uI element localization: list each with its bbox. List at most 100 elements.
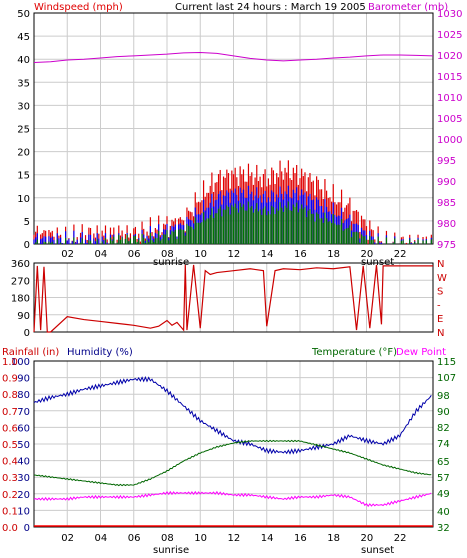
x-tick-label-top: 08: [161, 249, 174, 260]
barometer-y-tick-label: 1010: [437, 93, 462, 104]
barometer-y-tick-label: 980: [437, 219, 456, 230]
humidity-y-tick-label: 90: [17, 374, 30, 385]
temperature-y-tick-label: 49: [437, 489, 450, 500]
temperature-y-tick-label: 115: [437, 357, 456, 368]
compass-label: W: [437, 273, 447, 284]
rainfall-y-tick-label: 0.0: [2, 523, 18, 534]
barometer-y-tick-label: 1015: [437, 72, 462, 83]
sunrise-label-top: sunrise: [153, 257, 189, 268]
x-tick-label-top: 12: [228, 249, 241, 260]
rainfall-y-tick-label: 0.1: [2, 506, 18, 517]
x-tick-label-bottom: 20: [361, 533, 374, 544]
x-tick-label-bottom: 06: [128, 533, 141, 544]
barometer-y-tick-label: 1020: [437, 51, 462, 62]
chart-marks: [33, 51, 434, 527]
humidity-y-tick-label: 70: [17, 407, 30, 418]
temperature-label: Temperature (°F): [311, 347, 397, 358]
humidity-y-tick-label: 20: [17, 490, 30, 501]
wind-y-tick-label: 35: [17, 78, 30, 89]
rainfall-y-tick-label: 0.8: [2, 390, 18, 401]
gridlines: [34, 13, 433, 527]
chart-title: Current last 24 hours : March 19 2005: [175, 2, 366, 13]
x-tick-label-bottom: 14: [261, 533, 274, 544]
x-tick-label-bottom: 10: [194, 533, 207, 544]
humidity-y-tick-label: 60: [17, 423, 30, 434]
x-tick-label-top: 06: [128, 249, 141, 260]
direction-y-tick-label: 270: [11, 276, 30, 287]
rainfall-y-tick-label: 0.3: [2, 473, 18, 484]
wind-y-tick-label: 15: [17, 171, 30, 182]
x-tick-label-bottom: 16: [294, 533, 307, 544]
wind-y-tick-label: 50: [17, 9, 30, 20]
rainfall-y-tick-label: 0.6: [2, 423, 18, 434]
dewpoint-label: Dew Point: [396, 347, 446, 358]
sunrise-label-bottom: sunrise: [153, 545, 189, 556]
compass-label: N: [437, 259, 444, 270]
barometer-y-tick-label: 995: [437, 156, 456, 167]
rainfall-y-tick-label: 0.9: [2, 374, 18, 385]
rainfall-y-tick-label: 0.4: [2, 457, 18, 468]
axis-labels: 0202040406060808101012121414161618182020…: [2, 9, 462, 544]
x-tick-label-bottom: 04: [95, 533, 108, 544]
wind-direction-line: [33, 264, 433, 333]
humidity-y-tick-label: 10: [17, 506, 30, 517]
temperature-line: [33, 439, 432, 487]
direction-y-tick-label: 90: [17, 311, 30, 322]
barometer-line: [33, 51, 434, 64]
x-tick-label-bottom: 02: [61, 533, 74, 544]
rainfall-y-tick-label: 0.5: [2, 440, 18, 451]
temperature-y-tick-label: 32: [437, 523, 450, 534]
rainfall-y-tick-label: 0.7: [2, 407, 18, 418]
temperature-y-tick-label: 74: [437, 439, 450, 450]
wind-y-tick-label: 20: [17, 148, 30, 159]
panel-direction-frame: [33, 262, 434, 333]
compass-label: E: [437, 314, 443, 325]
direction-y-tick-label: 360: [11, 259, 30, 270]
wind-y-tick-label: 45: [17, 32, 30, 43]
x-tick-label-bottom: 12: [228, 533, 241, 544]
wind-y-tick-label: 0: [24, 240, 30, 251]
wind-y-tick-label: 10: [17, 194, 30, 205]
sunset-label-top: sunset: [361, 257, 394, 268]
x-tick-label-top: 16: [294, 249, 307, 260]
rainfall-y-tick-label: 0.2: [2, 490, 18, 501]
wind-y-tick-label: 40: [17, 55, 30, 66]
windspeed-label: Windspeed (mph): [34, 2, 123, 13]
humidity-line: [33, 376, 432, 455]
x-tick-label-top: 22: [394, 249, 407, 260]
x-tick-label-top: 02: [61, 249, 74, 260]
sunset-label-bottom: sunset: [361, 545, 394, 556]
x-tick-label-top: 04: [95, 249, 108, 260]
barometer-y-tick-label: 1005: [437, 114, 462, 125]
direction-y-tick-label: 0: [24, 328, 30, 339]
x-tick-label-bottom: 08: [161, 533, 174, 544]
dewpoint-line: [33, 490, 432, 508]
temperature-y-tick-label: 65: [437, 457, 450, 468]
barometer-y-tick-label: 990: [437, 177, 456, 188]
barometer-y-tick-label: 1000: [437, 135, 462, 146]
direction-y-tick-label: 180: [11, 294, 30, 305]
rainfall-label: Rainfall (in): [2, 347, 59, 358]
compass-label: S: [437, 287, 443, 298]
rainfall-y-tick-label: 1.0: [2, 357, 18, 368]
temperature-y-tick-label: 98: [437, 391, 450, 402]
x-tick-label-bottom: 18: [327, 533, 340, 544]
x-tick-label-top: 18: [327, 249, 340, 260]
barometer-y-tick-label: 1030: [437, 9, 462, 20]
humidity-y-tick-label: 50: [17, 440, 30, 451]
humidity-y-tick-label: 40: [17, 457, 30, 468]
humidity-y-tick-label: 30: [17, 473, 30, 484]
x-tick-label-top: 14: [261, 249, 274, 260]
panel-humidity-frame: [33, 360, 434, 528]
wind-y-tick-label: 5: [24, 217, 30, 228]
temperature-y-tick-label: 57: [437, 473, 450, 484]
humidity-y-tick-label: 100: [11, 357, 30, 368]
compass-label: N: [437, 328, 444, 339]
barometer-y-tick-label: 975: [437, 240, 456, 251]
x-tick-label-top: 20: [361, 249, 374, 260]
barometer-y-tick-label: 985: [437, 198, 456, 209]
temperature-y-tick-label: 40: [437, 507, 450, 518]
humidity-y-tick-label: 80: [17, 390, 30, 401]
